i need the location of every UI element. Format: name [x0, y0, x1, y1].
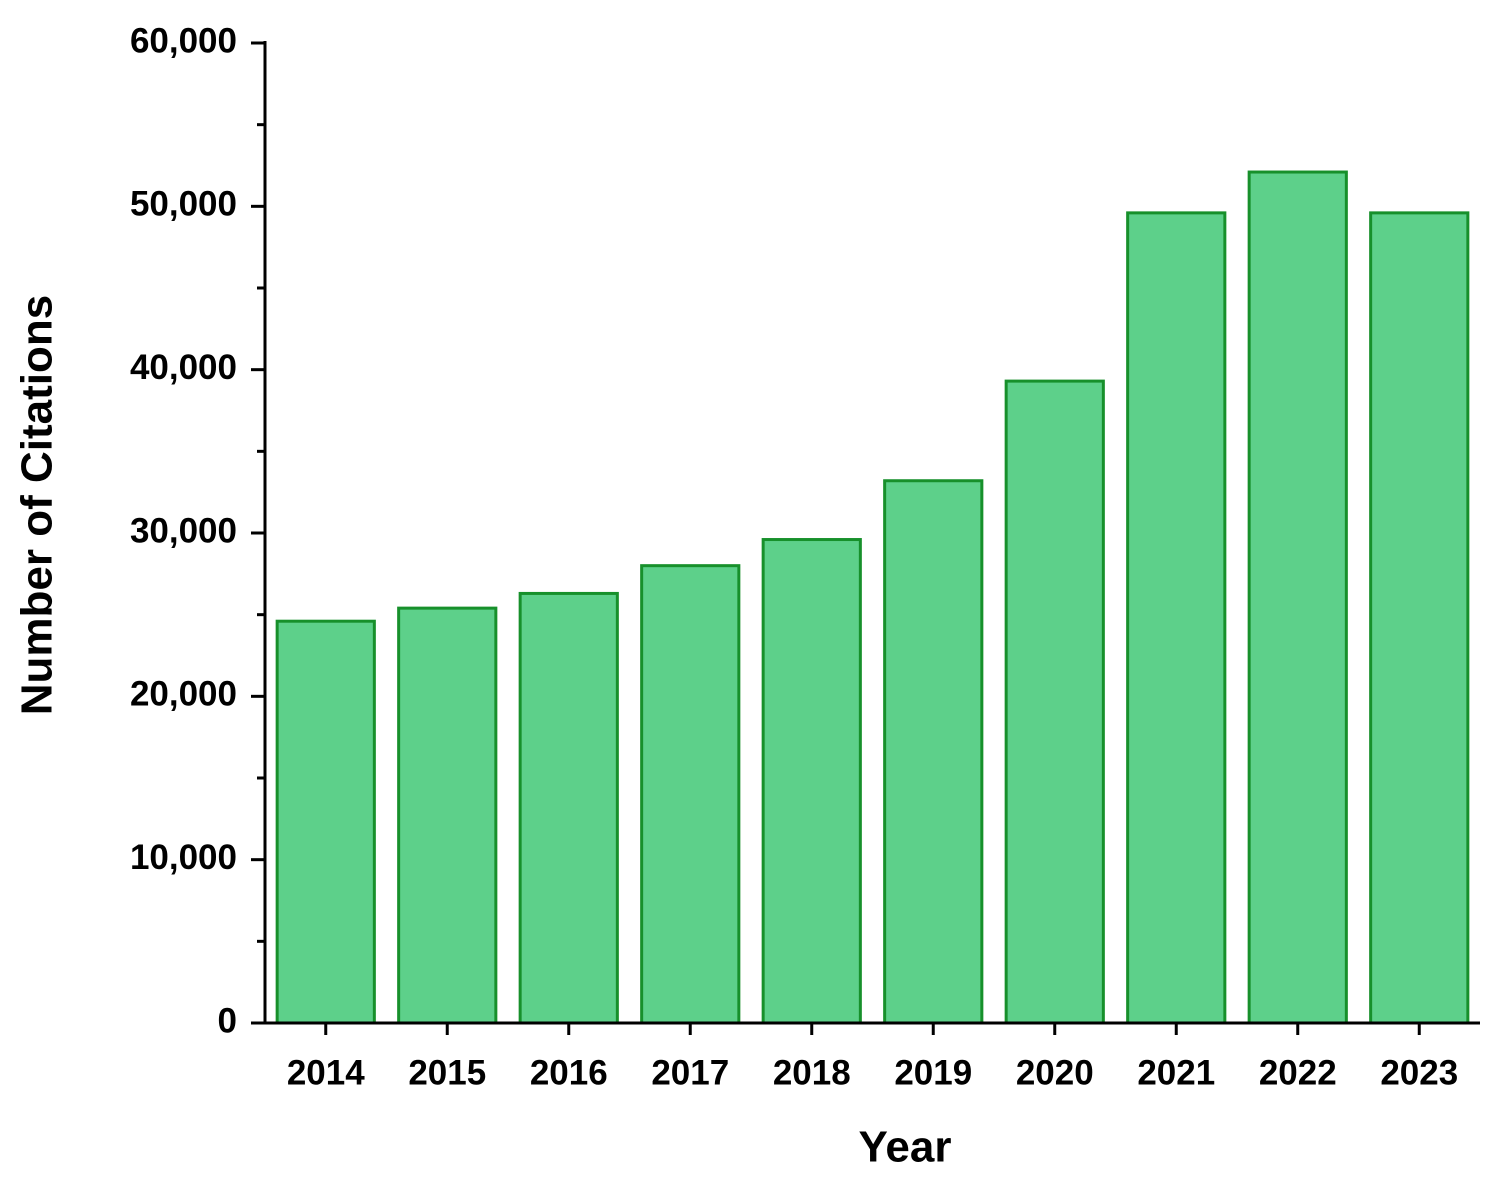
bar — [1126, 211, 1227, 1025]
y-axis-title: Number of Citations — [13, 295, 62, 715]
x-tick-label: 2016 — [530, 1053, 608, 1092]
x-tick-label: 2023 — [1380, 1053, 1458, 1092]
bar — [275, 619, 376, 1025]
x-tick-label: 2015 — [408, 1053, 486, 1092]
bar — [1369, 211, 1470, 1025]
bar — [1247, 170, 1348, 1025]
x-tick-label: 2018 — [773, 1053, 851, 1092]
bar — [518, 591, 619, 1025]
x-tick-label: 2017 — [651, 1053, 729, 1092]
bar — [883, 479, 984, 1025]
y-tick-label: 0 — [218, 1001, 237, 1040]
bar — [640, 564, 741, 1025]
y-tick-label: 20,000 — [130, 675, 237, 714]
bar — [1004, 379, 1105, 1025]
x-tick-label: 2014 — [287, 1053, 365, 1092]
x-tick-label: 2021 — [1137, 1053, 1215, 1092]
y-tick-label: 30,000 — [130, 511, 237, 550]
x-tick-label: 2019 — [894, 1053, 972, 1092]
bar — [397, 606, 498, 1025]
y-tick-label: 50,000 — [130, 185, 237, 224]
y-tick-label: 60,000 — [130, 21, 237, 60]
y-tick-label: 40,000 — [130, 348, 237, 387]
y-tick-label: 10,000 — [130, 838, 237, 877]
bar — [761, 538, 862, 1025]
x-axis-title: Year — [859, 1123, 952, 1172]
x-tick-label: 2022 — [1259, 1053, 1337, 1092]
x-tick-label: 2020 — [1016, 1053, 1094, 1092]
